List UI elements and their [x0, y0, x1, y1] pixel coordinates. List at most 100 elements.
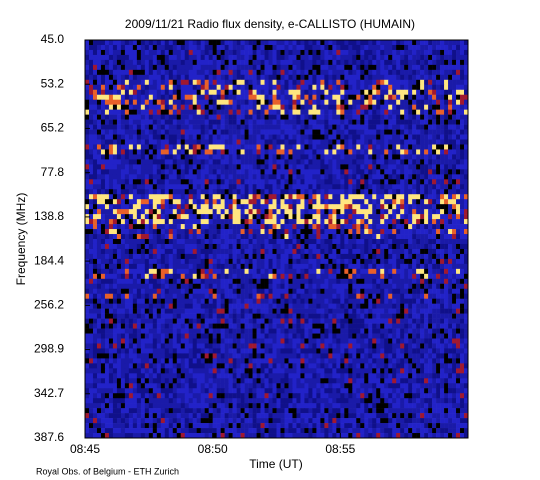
spectrogram-cell [180, 79, 186, 86]
spectrogram-cell [352, 99, 357, 105]
spectrogram-cell [356, 278, 361, 285]
spectrogram-cell [388, 214, 393, 220]
spectrogram-cell [424, 139, 429, 145]
spectrogram-cell [128, 49, 134, 56]
spectrogram-cell [372, 278, 377, 285]
spectrogram-cell [108, 194, 114, 200]
spectrogram-cell [172, 129, 178, 135]
spectrogram-cell [404, 224, 409, 230]
spectrogram-cell [380, 243, 385, 250]
spectrogram-cell [340, 219, 345, 225]
spectrogram-cell [364, 214, 369, 220]
spectrogram-cell [296, 144, 301, 150]
spectrogram-cell [436, 229, 441, 235]
spectrogram-cell [336, 54, 341, 61]
spectrogram-cell [380, 119, 385, 125]
spectrogram-cell [236, 84, 241, 91]
spectrogram-cell [100, 204, 106, 210]
spectrogram-cell [88, 189, 94, 195]
spectrogram-cell [380, 268, 385, 275]
spectrogram-cell [256, 74, 261, 81]
spectrogram-cell [92, 44, 98, 51]
spectrogram-cell [404, 164, 409, 170]
spectrogram-cell [252, 104, 257, 110]
spectrogram-cell [85, 134, 90, 140]
spectrogram-cell [360, 109, 365, 115]
spectrogram-cell [280, 59, 285, 66]
spectrogram-cell [224, 179, 229, 185]
spectrogram-cell [340, 288, 345, 295]
spectrogram-cell [156, 229, 162, 235]
spectrogram-cell [176, 283, 182, 290]
spectrogram-cell [224, 69, 229, 76]
spectrogram-cell [368, 124, 373, 130]
spectrogram-cell [256, 84, 261, 91]
spectrogram-cell [220, 54, 225, 61]
spectrogram-cell [220, 169, 225, 175]
spectrogram-cell [448, 209, 453, 215]
spectrogram-cell [292, 164, 297, 170]
spectrogram-cell [364, 278, 369, 285]
spectrogram-cell [452, 253, 457, 260]
spectrogram-cell [200, 283, 205, 290]
spectrogram-cell [85, 234, 90, 240]
spectrogram-cell [296, 139, 301, 145]
spectrogram-cell [444, 109, 449, 115]
spectrogram-cell [120, 288, 126, 295]
spectrogram-cell [384, 204, 389, 210]
spectrogram-cell [136, 184, 142, 190]
spectrogram-cell [88, 154, 94, 160]
spectrogram-cell [280, 184, 285, 190]
spectrogram-cell [228, 109, 233, 115]
spectrogram-cell [316, 189, 321, 195]
spectrogram-cell [456, 40, 461, 46]
spectrogram-cell [356, 134, 361, 140]
spectrogram-cell [452, 129, 457, 135]
spectrogram-cell [100, 54, 106, 61]
spectrogram-cell [308, 189, 313, 195]
spectrogram-cell [240, 179, 245, 185]
spectrogram-cell [100, 288, 106, 295]
spectrogram-cell [104, 194, 110, 200]
spectrogram-cell [316, 154, 321, 160]
spectrogram-cell [348, 253, 353, 260]
spectrogram-cell [332, 79, 337, 86]
spectrogram-cell [456, 114, 461, 120]
spectrogram-cell [384, 139, 389, 145]
spectrogram-cell [100, 119, 106, 125]
spectrogram-cell [456, 144, 461, 150]
spectrogram-cell [412, 94, 417, 100]
spectrogram-cell [432, 79, 437, 86]
spectrogram-cell [116, 74, 122, 81]
spectrogram-cell [432, 69, 437, 76]
spectrogram-cell [356, 263, 361, 270]
spectrogram-cell [120, 199, 126, 205]
spectrogram-cell [108, 199, 114, 205]
spectrogram-cell [308, 179, 313, 185]
spectrogram-cell [320, 54, 325, 61]
spectrogram-cell [272, 74, 277, 81]
spectrogram-cell [436, 253, 441, 260]
spectrogram-cell [176, 234, 182, 240]
spectrogram-cell [208, 194, 213, 200]
spectrogram-cell [300, 99, 305, 105]
spectrogram-cell [408, 219, 413, 225]
spectrogram-cell [448, 109, 453, 115]
spectrogram-cell [112, 79, 118, 86]
spectrogram-cell [416, 89, 421, 96]
spectrogram-cell [408, 40, 413, 46]
spectrogram-cell [256, 40, 261, 46]
spectrogram-cell [316, 229, 321, 235]
spectrogram-cell [216, 179, 221, 185]
spectrogram-cell [152, 129, 158, 135]
spectrogram-cell [208, 288, 213, 295]
spectrogram-cell [88, 293, 94, 299]
spectrogram-cell [244, 263, 249, 270]
spectrogram-cell [144, 109, 150, 115]
spectrogram-cell [344, 184, 349, 190]
spectrogram-cell [332, 283, 337, 290]
spectrogram-cell [360, 129, 365, 135]
spectrogram-cell [312, 54, 317, 61]
spectrogram-cell [108, 134, 114, 140]
spectrogram-cell [432, 74, 437, 81]
